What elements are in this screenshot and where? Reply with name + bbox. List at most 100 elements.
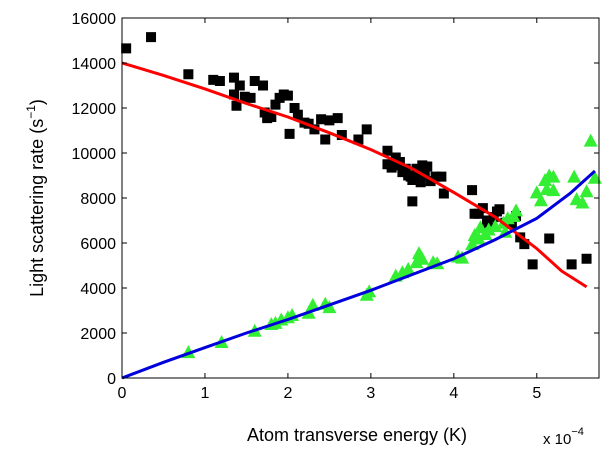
- square-point: [519, 239, 530, 250]
- y-axis-label: Light scattering rate (s−1): [24, 99, 47, 297]
- square-point: [386, 162, 397, 173]
- square-point: [228, 72, 239, 83]
- square-point: [353, 134, 364, 145]
- square-point: [266, 112, 277, 122]
- triangle-point: [322, 300, 337, 314]
- y-tick-label: 14000: [72, 56, 117, 73]
- square-point: [270, 99, 281, 110]
- triangle-point: [465, 237, 480, 251]
- square-point: [259, 107, 270, 118]
- triangle-point: [401, 261, 416, 275]
- square-point: [324, 115, 335, 126]
- square-point: [400, 163, 411, 174]
- square-point: [438, 188, 449, 199]
- square-point: [146, 32, 157, 43]
- square-point: [566, 259, 577, 270]
- triangle-point: [587, 170, 602, 184]
- square-point: [415, 177, 426, 188]
- triangle-point: [567, 169, 582, 183]
- square-point: [214, 76, 225, 86]
- square-point: [407, 175, 418, 185]
- y-tick-label: 0: [107, 371, 116, 388]
- square-point: [382, 145, 393, 156]
- square-point: [245, 92, 256, 103]
- y-tick-label: 10000: [72, 146, 117, 163]
- square-point: [258, 80, 269, 91]
- square-point: [413, 170, 424, 181]
- x-axis-multiplier-base: x 10: [543, 431, 571, 448]
- triangle-point: [488, 219, 503, 233]
- square-point: [527, 259, 538, 270]
- triangle-point: [546, 169, 561, 183]
- square-point: [482, 215, 493, 226]
- square-point: [234, 80, 245, 91]
- data-layer: [121, 32, 602, 380]
- triangle-point: [471, 231, 486, 245]
- square-point: [419, 168, 430, 179]
- square-point: [473, 208, 484, 219]
- y-tick-label: 4000: [80, 281, 116, 298]
- square-point: [249, 76, 260, 86]
- square-point: [436, 171, 447, 182]
- triangle-point: [509, 203, 524, 217]
- axis-ticks: 0 1 2 3 4 5 0 2000 4000 6000 8000 10000 12000 14000 16…: [72, 11, 599, 402]
- y-tick-label: 2000: [80, 326, 116, 343]
- x-tick-label: 3: [366, 385, 375, 402]
- square-point: [430, 171, 441, 182]
- square-point: [422, 161, 433, 172]
- y-tick-label: 12000: [72, 101, 117, 118]
- y-tick-label: 6000: [80, 236, 116, 253]
- triangle-point: [395, 265, 410, 279]
- square-point: [309, 124, 320, 135]
- triangle-point: [409, 255, 424, 269]
- triangle-point: [481, 222, 496, 236]
- x-tick-label: 4: [449, 385, 458, 402]
- square-point: [231, 100, 242, 111]
- square-point: [332, 113, 343, 124]
- square-point: [292, 109, 303, 120]
- square-point: [228, 89, 239, 100]
- square-point: [239, 91, 250, 102]
- triangle-point: [498, 224, 513, 238]
- y-axis-label-superscript: −1: [24, 105, 38, 119]
- x-axis-label: Atom transverse energy (K): [247, 425, 467, 445]
- square-point: [282, 90, 293, 101]
- square-point: [407, 196, 418, 207]
- square-point: [289, 103, 300, 113]
- x-tick-label: 0: [118, 385, 127, 402]
- square-point: [183, 69, 194, 80]
- square-point: [121, 43, 132, 54]
- square-point: [494, 204, 505, 215]
- y-tick-label: 8000: [80, 191, 116, 208]
- y-axis-label-text: Light scattering rate (s: [27, 119, 47, 297]
- x-axis-multiplier: x 10−4: [543, 426, 584, 448]
- square-point: [361, 124, 372, 135]
- triangle-point: [579, 184, 594, 198]
- square-point: [336, 130, 347, 140]
- square-point: [467, 185, 478, 196]
- square-point: [320, 134, 331, 145]
- triangle-point: [533, 193, 548, 207]
- triangle-point: [575, 195, 590, 209]
- triangle-point: [415, 251, 430, 265]
- square-point: [544, 233, 555, 244]
- square-point: [208, 74, 219, 85]
- fit-line-3: [121, 169, 596, 380]
- triangle-point: [455, 250, 470, 264]
- fit-line-2: [121, 61, 588, 289]
- y-tick-label: 16000: [72, 11, 117, 28]
- x-tick-label: 5: [532, 385, 541, 402]
- triangle-point: [583, 133, 598, 147]
- square-point: [581, 253, 592, 264]
- x-tick-label: 2: [283, 385, 292, 402]
- square-point: [316, 114, 327, 125]
- x-axis-multiplier-exponent: −4: [571, 426, 584, 438]
- x-tick-label: 1: [201, 385, 210, 402]
- triangle-point: [546, 183, 561, 197]
- square-point: [411, 163, 422, 174]
- triangle-point: [305, 297, 320, 311]
- y-axis-label-suffix: ): [27, 99, 47, 105]
- plot-area-frame: [121, 17, 600, 379]
